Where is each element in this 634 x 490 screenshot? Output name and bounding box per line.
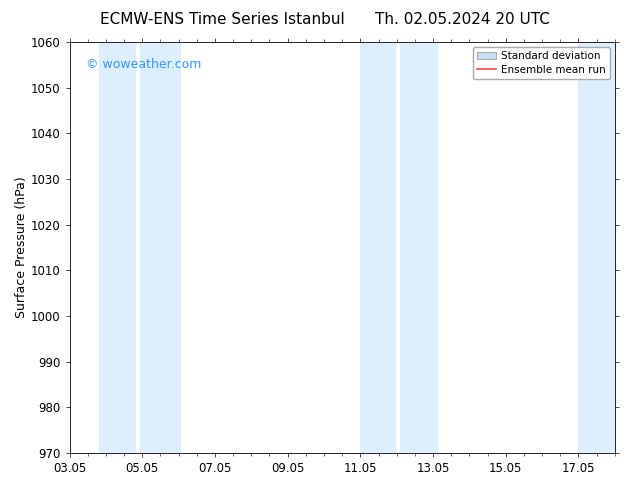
Text: ECMW-ENS Time Series Istanbul: ECMW-ENS Time Series Istanbul [100, 12, 344, 27]
Bar [141, 42, 181, 453]
Text: © woweather.com: © woweather.com [86, 58, 201, 72]
Y-axis label: Surface Pressure (hPa): Surface Pressure (hPa) [15, 176, 28, 318]
Bar [99, 42, 135, 453]
Bar [360, 42, 395, 453]
Legend: Standard deviation, Ensemble mean run: Standard deviation, Ensemble mean run [472, 47, 610, 79]
Bar [400, 42, 437, 453]
Bar [578, 42, 619, 453]
Text: Th. 02.05.2024 20 UTC: Th. 02.05.2024 20 UTC [375, 12, 550, 27]
